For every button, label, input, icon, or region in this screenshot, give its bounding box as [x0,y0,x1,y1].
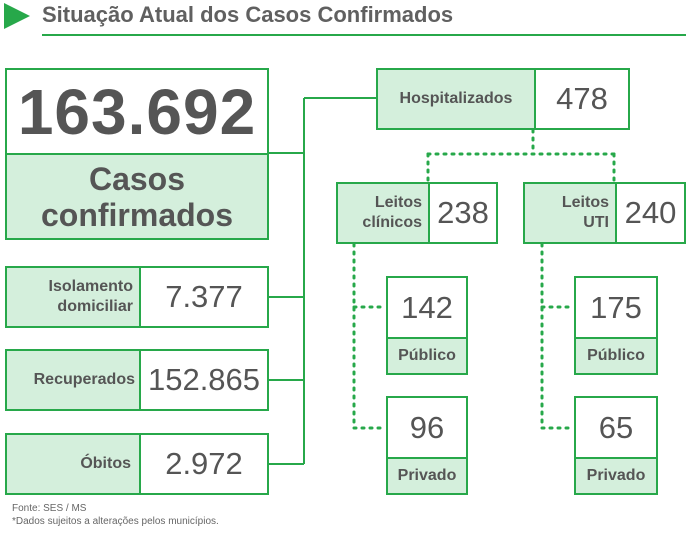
recovered-label: Recuperados [33,371,135,388]
confirmed-cases-value-box: 163.692 [5,68,269,155]
icu-beds-label-line1: Leitos [561,194,609,211]
icu-private-value-box: 65 [574,396,658,459]
home-isolation-value-box: 7.377 [139,266,269,328]
icu-private-value: 65 [598,409,634,445]
footer-source: Fonte: SES / MS [12,503,87,514]
hospitalized-value: 478 [556,81,608,116]
icu-private-label-box: Privado [574,457,658,495]
confirmed-cases-label-line2: confirmados [40,196,234,233]
hospitalized-label-box: Hospitalizados [376,68,536,130]
deaths-value-box: 2.972 [139,433,269,495]
clinical-private-label: Privado [397,467,457,484]
icu-beds-value-box: 240 [615,182,686,244]
clinical-public-value-box: 142 [386,276,468,339]
clinical-beds-label-line1: Leitos [374,194,422,211]
clinical-private-label-box: Privado [386,457,468,495]
icu-public-label: Público [587,347,645,364]
recovered-value-box: 152.865 [139,349,269,411]
header-arrow-icon [4,3,30,29]
home-isolation-label-line1: Isolamento [48,278,133,295]
deaths-value: 2.972 [165,446,243,481]
hospitalized-value-box: 478 [534,68,630,130]
home-isolation-label-line2: domiciliar [57,298,133,315]
clinical-private-value: 96 [409,409,445,445]
clinical-beds-label-box: Leitos clínicos [336,182,430,244]
clinical-beds-value-box: 238 [428,182,498,244]
clinical-public-label-box: Público [386,337,468,375]
deaths-label: Óbitos [80,455,131,472]
clinical-beds-value: 238 [437,195,489,230]
icu-private-label: Privado [586,467,646,484]
icu-public-label-box: Público [574,337,658,375]
recovered-value: 152.865 [147,362,261,397]
deaths-label-box: Óbitos [5,433,141,495]
clinical-beds-label-line2: clínicos [362,214,422,231]
confirmed-cases-label-box: Casos confirmados [5,153,269,240]
page-title: Situação Atual dos Casos Confirmados [42,2,454,27]
footer-note: *Dados sujeitos a alterações pelos munic… [12,516,219,527]
icu-public-value: 175 [590,289,642,325]
icu-beds-label-box: Leitos UTI [523,182,617,244]
home-isolation-value: 7.377 [165,279,243,314]
confirmed-cases-value: 163.692 [17,75,257,148]
hospitalized-label: Hospitalizados [399,90,513,107]
confirmed-cases-label-line1: Casos [88,160,186,197]
icu-beds-label-line2: UTI [583,214,609,231]
clinical-private-value-box: 96 [386,396,468,459]
home-isolation-label-box: Isolamento domiciliar [5,266,141,328]
clinical-public-label: Público [398,347,456,364]
icu-public-value-box: 175 [574,276,658,339]
header-underline [42,34,686,36]
clinical-public-value: 142 [401,289,453,325]
icu-beds-value: 240 [624,195,677,230]
recovered-label-box: Recuperados [5,349,141,411]
